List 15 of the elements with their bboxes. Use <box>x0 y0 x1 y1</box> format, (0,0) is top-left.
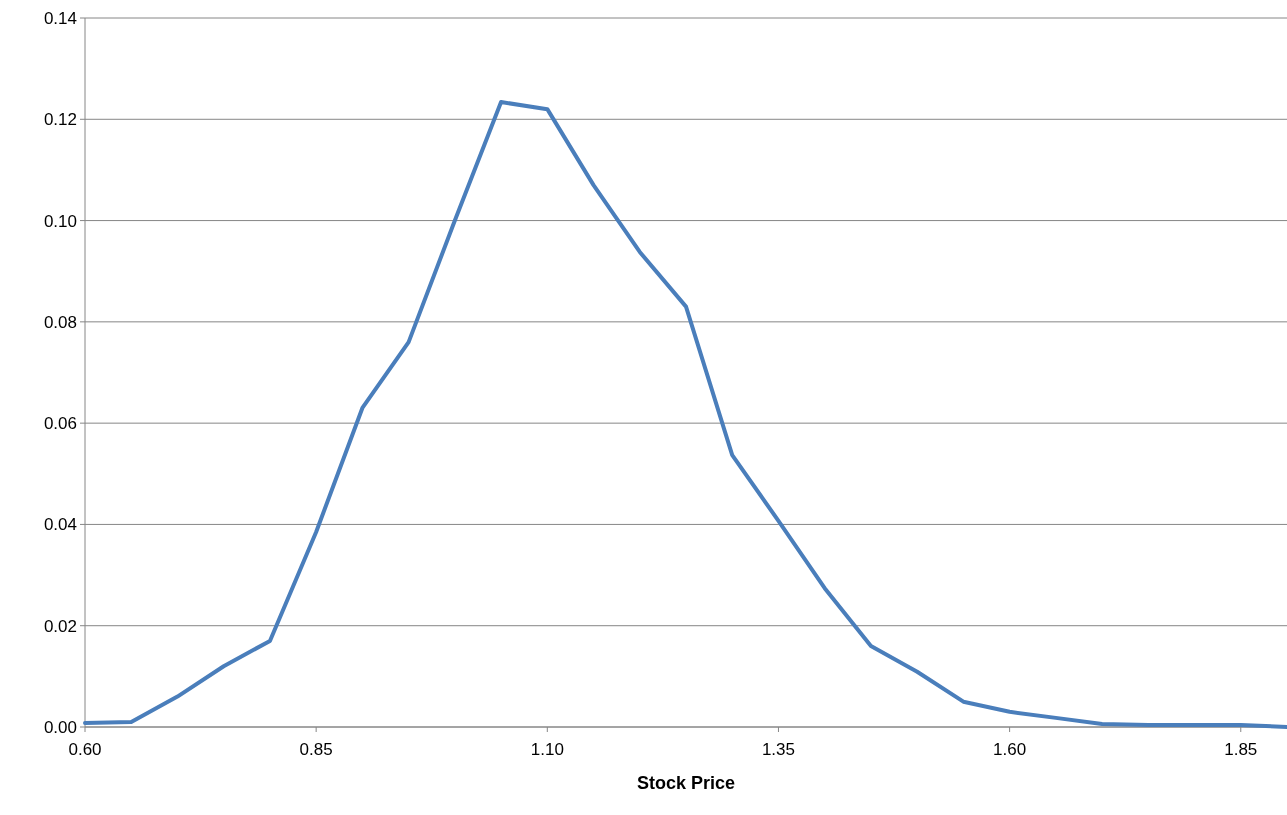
y-tick-label: 0.14 <box>43 8 77 28</box>
x-tick-label: 1.60 <box>993 740 1027 759</box>
y-tick-label: 0.06 <box>43 414 77 434</box>
y-tick-label: 0.04 <box>43 515 77 535</box>
x-tick-label: 1.85 <box>1224 740 1258 759</box>
x-tick-label: 0.85 <box>299 740 333 759</box>
y-tick-label: 0.08 <box>43 312 77 332</box>
x-tick-label: 1.35 <box>761 740 796 759</box>
x-tick-label: 0.60 <box>68 740 102 759</box>
y-tick-label: 0.00 <box>43 717 77 737</box>
x-tick-label: 1.10 <box>530 740 564 759</box>
y-tick-label: 0.02 <box>43 616 77 636</box>
y-tick-label: 0.12 <box>43 110 77 130</box>
x-axis-title: Stock Price <box>636 773 736 793</box>
y-tick-label: 0.10 <box>43 211 77 231</box>
